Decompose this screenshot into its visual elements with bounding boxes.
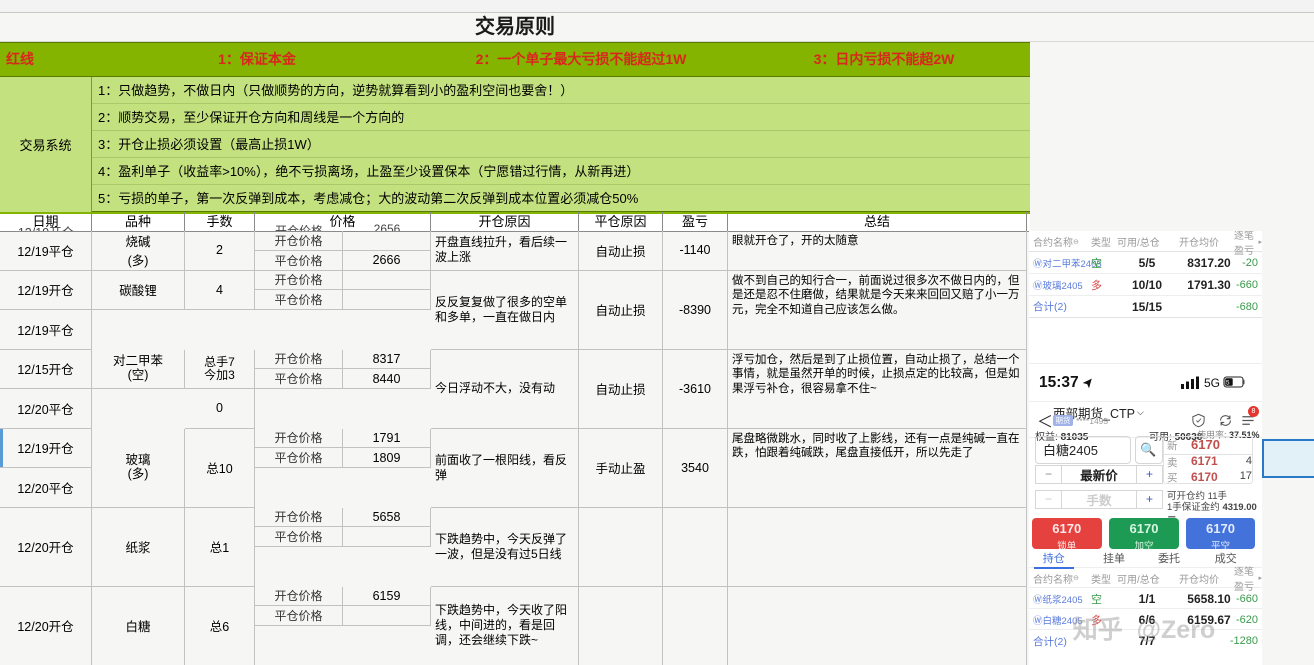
svg-text:5G: 5G xyxy=(1204,376,1220,390)
svg-text:5: 5 xyxy=(1226,379,1230,386)
